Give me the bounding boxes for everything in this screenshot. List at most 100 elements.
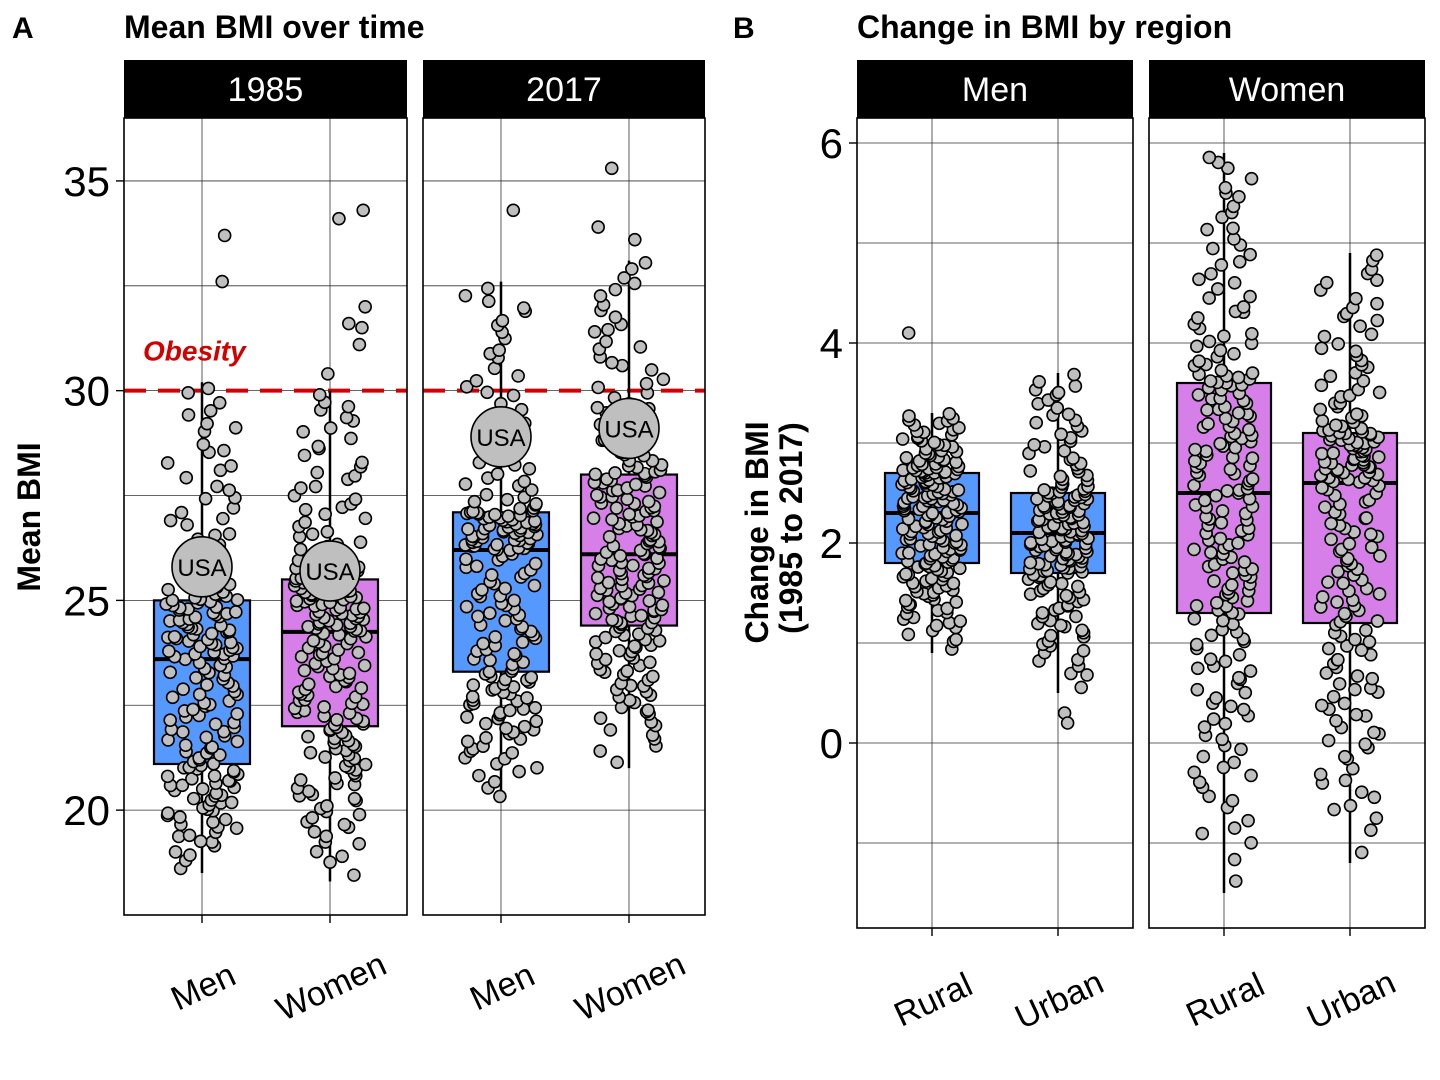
data-point <box>230 734 245 749</box>
data-point <box>927 435 942 450</box>
data-point <box>481 281 495 296</box>
data-point <box>201 381 216 396</box>
data-point <box>646 669 660 684</box>
box-group-women: USA <box>280 203 380 882</box>
data-point <box>320 799 334 813</box>
facet-strip <box>1149 60 1425 118</box>
data-point <box>186 702 200 717</box>
panel-a-y-axis-label: Mean BMI <box>11 442 47 591</box>
data-point <box>323 855 337 869</box>
data-point <box>203 403 218 418</box>
usa-label: USA <box>604 416 653 443</box>
y-tick-label: 25 <box>63 577 110 624</box>
data-point <box>1243 289 1257 304</box>
data-point <box>1319 275 1334 290</box>
data-point <box>212 396 227 410</box>
data-point <box>1321 575 1335 589</box>
data-point <box>1197 720 1212 734</box>
data-point <box>182 828 197 843</box>
data-point <box>328 771 342 785</box>
data-point <box>289 594 304 608</box>
data-point <box>949 595 964 609</box>
data-point <box>625 262 639 276</box>
data-point <box>506 388 521 403</box>
data-point <box>1201 417 1215 431</box>
data-point <box>1372 587 1387 601</box>
data-point <box>612 643 627 658</box>
data-point <box>461 522 475 536</box>
data-point <box>301 784 316 799</box>
data-point <box>1358 737 1373 752</box>
data-point <box>1071 579 1085 594</box>
data-point <box>180 518 194 532</box>
data-point <box>174 505 189 520</box>
data-point <box>1314 698 1329 713</box>
data-point <box>481 294 496 309</box>
panel-letter-a: A <box>12 12 34 45</box>
data-point <box>940 601 955 616</box>
data-point <box>204 626 219 641</box>
data-point <box>467 494 482 509</box>
data-point <box>627 276 642 291</box>
data-point <box>1323 369 1338 384</box>
data-point <box>160 456 175 470</box>
data-point <box>1331 564 1345 579</box>
data-point <box>601 322 615 337</box>
data-point <box>179 470 194 485</box>
data-point <box>1350 669 1365 683</box>
data-point <box>1365 671 1380 686</box>
data-point <box>482 606 497 621</box>
data-point <box>651 585 666 600</box>
data-point <box>216 511 230 526</box>
data-point <box>1191 311 1205 325</box>
data-point <box>955 517 969 532</box>
data-point <box>1245 326 1259 341</box>
data-point <box>458 288 473 303</box>
data-point <box>500 492 515 507</box>
data-point <box>490 467 505 481</box>
data-point <box>1215 504 1230 518</box>
data-point <box>317 700 331 714</box>
data-point <box>1227 276 1242 290</box>
data-point <box>199 730 214 745</box>
data-point <box>501 509 516 523</box>
data-point <box>1371 450 1386 464</box>
data-point <box>1315 446 1329 461</box>
data-point <box>319 829 334 844</box>
data-point <box>1227 347 1241 361</box>
data-point <box>1373 549 1387 563</box>
data-point <box>1326 446 1341 460</box>
data-point <box>1228 874 1243 888</box>
data-point <box>207 769 222 783</box>
data-point <box>608 282 623 297</box>
data-point <box>181 408 196 422</box>
data-point <box>1364 823 1378 838</box>
data-point <box>1203 652 1218 666</box>
data-point <box>1349 707 1364 722</box>
data-point <box>901 627 916 642</box>
data-point <box>605 512 619 527</box>
data-point <box>929 618 944 633</box>
data-point <box>1348 632 1362 647</box>
y-tick-label: 4 <box>820 320 843 367</box>
data-point <box>1032 374 1046 389</box>
data-point <box>1348 682 1362 697</box>
data-point <box>307 825 322 839</box>
data-point <box>1356 374 1371 388</box>
data-point <box>228 420 243 435</box>
data-point <box>1196 749 1211 764</box>
data-point <box>490 537 504 552</box>
data-point <box>355 320 369 335</box>
data-point <box>604 161 619 176</box>
data-point <box>305 810 320 825</box>
data-point <box>516 301 531 315</box>
data-point <box>1343 798 1358 813</box>
data-point <box>358 757 373 772</box>
data-point <box>643 655 657 670</box>
usa-label: USA <box>476 425 525 452</box>
data-point <box>1054 427 1068 442</box>
data-point <box>527 578 542 593</box>
data-point <box>1329 714 1343 728</box>
data-point <box>1059 588 1074 603</box>
data-point <box>505 746 520 760</box>
